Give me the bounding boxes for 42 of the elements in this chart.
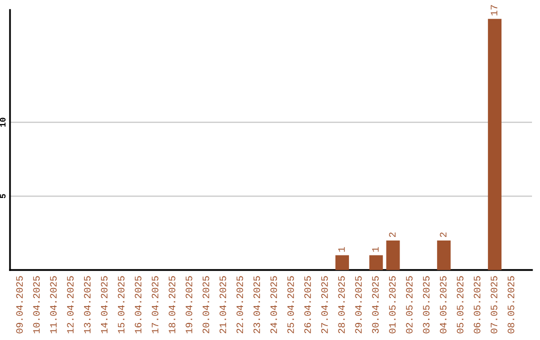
x-tick-label: 20.04.2025 [202,276,210,334]
x-tick-label: 11.04.2025 [50,276,57,334]
x-tick-label: 24.04.2025 [270,276,277,334]
x-tick-label: 02.05.2025 [406,276,413,334]
x-tick-label: 03.05.2025 [422,276,430,334]
x-tick-label: 07.05.2025 [490,276,498,334]
x-tick-label: 15.04.2025 [118,276,124,334]
x-tick-label: 21.04.2025 [220,276,226,334]
x-tick-label: 05.05.2025 [456,276,464,334]
x-tick-label: 18.04.2025 [168,276,176,334]
data-label: 1 [372,247,379,252]
bar [369,255,383,270]
x-tick-label: 17.04.2025 [152,276,158,334]
x-tick-label: 14.04.2025 [100,276,108,334]
data-label: 2 [440,232,446,237]
x-tick-label: 29.04.2025 [355,276,362,334]
x-tick-label: 12.04.2025 [67,276,74,334]
x-tick-label: 19.04.2025 [186,276,192,334]
data-label: 2 [389,232,396,237]
x-tick-label: 30.04.2025 [372,276,379,334]
x-tick-label: 28.04.2025 [338,276,345,334]
x-tick-label: 06.05.2025 [474,276,480,334]
x-tick-label: 25.04.2025 [287,276,294,334]
x-tick-label: 01.05.2025 [389,276,396,334]
data-label: 17 [490,5,498,16]
x-tick-label: 10.04.2025 [33,276,40,334]
x-tick-label: 13.04.2025 [84,276,91,334]
x-tick-label: 09.04.2025 [16,276,23,334]
data-label: 1 [338,247,345,252]
bar [437,240,451,270]
x-tick-label: 16.04.2025 [134,276,142,334]
bar [335,255,349,270]
x-tick-label: 27.04.2025 [321,276,328,334]
bar [386,240,400,270]
x-tick-label: 08.05.2025 [508,276,514,334]
x-tick-label: 22.04.2025 [236,276,244,334]
bar [488,18,502,270]
y-tick-label: 5 [0,194,6,198]
y-tick-label: 10 [0,118,6,127]
x-tick-label: 04.05.2025 [440,276,446,334]
x-tick-label: 26.04.2025 [304,276,311,334]
x-tick-label: 23.04.2025 [253,276,260,334]
